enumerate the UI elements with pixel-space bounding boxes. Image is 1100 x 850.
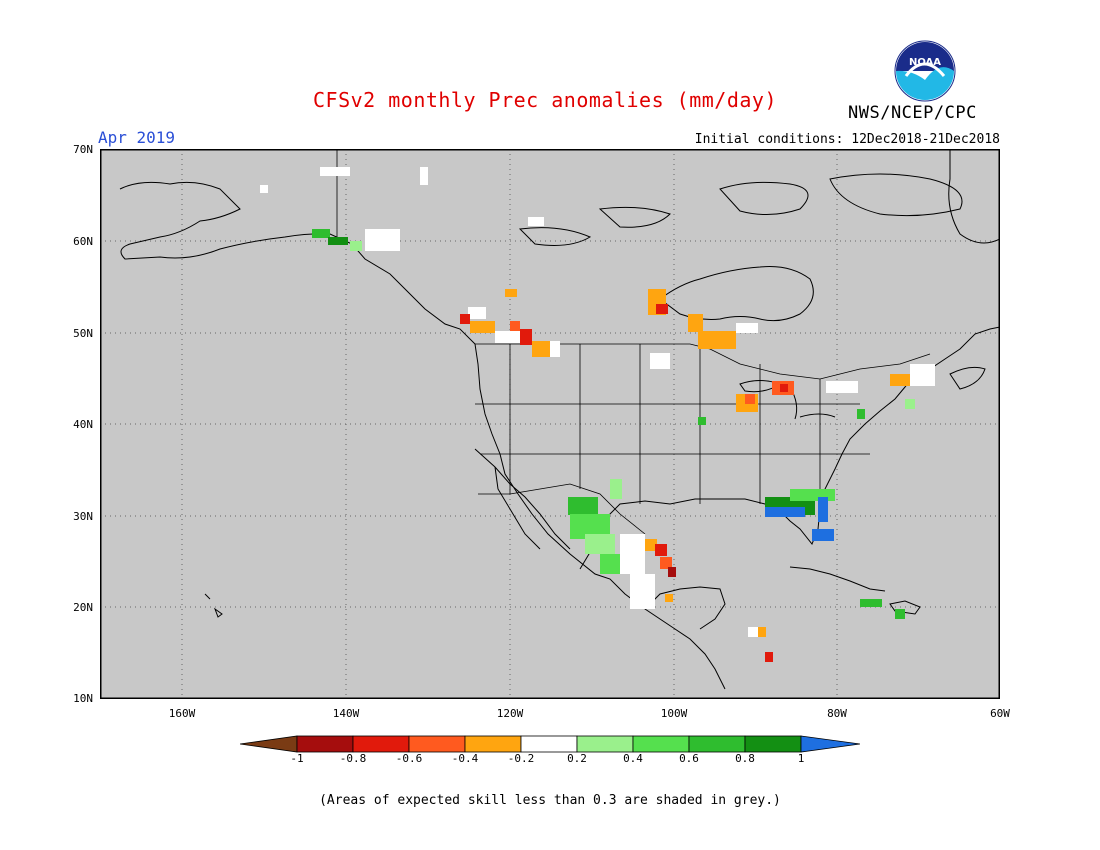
colorbar-swatch-3 [408, 735, 466, 753]
colorbar-swatch-10 [800, 735, 860, 753]
noaa-logo: NOAA [894, 40, 956, 102]
colorbar-swatch-1 [296, 735, 354, 753]
anomaly-cells [260, 167, 935, 662]
colorbar-label-08: 0.8 [735, 752, 755, 765]
colorbar-label-02: 0.2 [567, 752, 587, 765]
skill-footnote: (Areas of expected skill less than 0.3 a… [319, 793, 781, 808]
lon-label-100w: 100W [660, 707, 688, 720]
colorbar-swatch-6 [576, 735, 634, 753]
lat-label-40n: 40N [73, 418, 93, 431]
colorbar-swatch-0 [240, 735, 298, 753]
colorbar [240, 735, 860, 753]
lat-label-10n: 10N [73, 692, 93, 705]
colorbar-label-1: 1 [797, 752, 805, 765]
colorbar-label-m1: -1 [290, 752, 304, 765]
lat-label-20n: 20N [73, 601, 93, 614]
precip-anomaly-map [100, 149, 1000, 699]
colorbar-label-m08: -0.8 [339, 752, 367, 765]
forecast-month: Apr 2019 [98, 128, 176, 147]
coastlines [119, 149, 1000, 690]
colorbar-swatch-5 [520, 735, 578, 753]
colorbar-label-m02: -0.2 [507, 752, 535, 765]
lon-label-80w: 80W [827, 707, 847, 720]
lon-label-60w: 60W [990, 707, 1010, 720]
lat-label-70n: 70N [73, 143, 93, 156]
borders [336, 149, 931, 535]
colorbar-label-m04: -0.4 [451, 752, 479, 765]
lon-label-120w: 120W [496, 707, 524, 720]
agency-label: NWS/NCEP/CPC [848, 103, 977, 123]
colorbar-swatch-4 [464, 735, 522, 753]
initial-conditions: Initial conditions: 12Dec2018-21Dec2018 [694, 132, 1000, 147]
lat-label-30n: 30N [73, 510, 93, 523]
colorbar-swatch-2 [352, 735, 410, 753]
colorbar-label-m06: -0.6 [395, 752, 423, 765]
colorbar-swatch-8 [688, 735, 746, 753]
lat-label-50n: 50N [73, 327, 93, 340]
map-frame [100, 149, 1000, 699]
chart-title: CFSv2 monthly Prec anomalies (mm/day) [312, 88, 778, 112]
lat-label-60n: 60N [73, 235, 93, 248]
svg-text:NOAA: NOAA [909, 57, 941, 68]
lon-label-140w: 140W [332, 707, 360, 720]
colorbar-label-04: 0.4 [623, 752, 643, 765]
colorbar-swatch-9 [744, 735, 802, 753]
lon-label-160w: 160W [168, 707, 196, 720]
colorbar-swatch-7 [632, 735, 690, 753]
colorbar-label-06: 0.6 [679, 752, 699, 765]
